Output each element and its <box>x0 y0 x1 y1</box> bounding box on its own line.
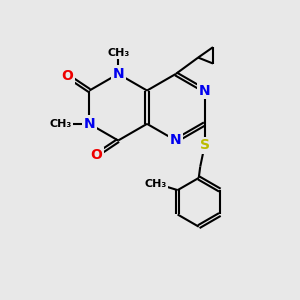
Text: O: O <box>61 69 73 83</box>
Text: N: N <box>199 84 211 98</box>
Text: S: S <box>200 138 210 152</box>
Text: CH₃: CH₃ <box>107 47 129 58</box>
Text: N: N <box>84 117 95 131</box>
Text: CH₃: CH₃ <box>144 179 166 189</box>
Text: N: N <box>112 67 124 81</box>
Text: O: O <box>90 148 102 162</box>
Text: CH₃: CH₃ <box>50 119 72 129</box>
Text: N: N <box>170 134 182 148</box>
